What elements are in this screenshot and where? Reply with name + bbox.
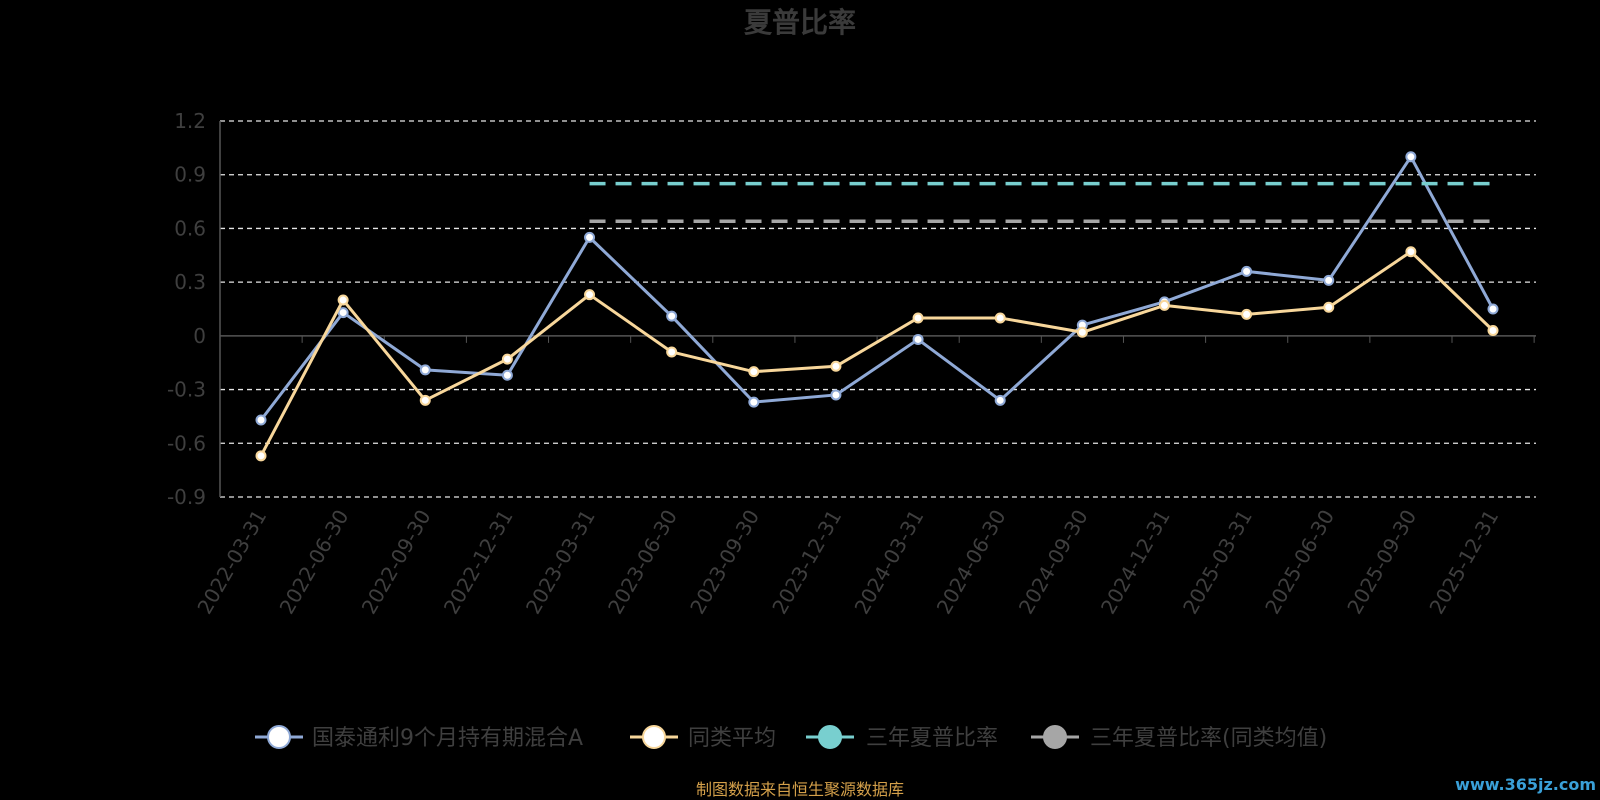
x-tick-label-9: 2024-06-30 bbox=[932, 505, 1011, 618]
y-tick-label-1: 0.9 bbox=[174, 163, 206, 187]
series-1-point-12 bbox=[1241, 308, 1253, 320]
y-tick-labels: 1.2 0.9 0.6 0.3 0 -0.3 -0.6 -0.9 bbox=[167, 109, 206, 509]
series-0-point-6 bbox=[748, 396, 760, 408]
series-0-point-4 bbox=[584, 231, 596, 243]
x-tick-label-12: 2025-03-31 bbox=[1178, 506, 1257, 619]
legend-marker-1 bbox=[642, 725, 666, 749]
legend-label-2: 三年夏普比率 bbox=[866, 726, 998, 751]
legend-marker-2 bbox=[818, 725, 842, 749]
y-tick-label-5: -0.3 bbox=[167, 378, 206, 402]
legend-item-2[interactable]: 三年夏普比率 bbox=[806, 725, 998, 751]
series-1-point-8 bbox=[912, 312, 924, 324]
series-0-point-9 bbox=[994, 394, 1006, 406]
series-0-point-14 bbox=[1405, 151, 1417, 163]
x-tick-label-2: 2022-09-30 bbox=[357, 506, 436, 619]
series-1-point-10 bbox=[1076, 326, 1088, 338]
watermark: www.365jz.com bbox=[1455, 775, 1596, 794]
series-1-point-14 bbox=[1405, 246, 1417, 258]
x-tick-label-10: 2024-09-30 bbox=[1014, 506, 1093, 619]
series-1-point-11 bbox=[1158, 299, 1170, 311]
series-1-point-6 bbox=[748, 366, 760, 378]
legend-item-0[interactable]: 国泰通利9个月持有期混合A bbox=[255, 725, 583, 751]
y-tick-label-4: 0 bbox=[193, 324, 206, 348]
x-tick-labels: 2022-03-31 2022-06-30 2022-09-30 2022-12-31… bbox=[192, 505, 1503, 618]
legend-label-0: 国泰通利9个月持有期混合A bbox=[312, 726, 583, 751]
series-0-point-13 bbox=[1323, 274, 1335, 286]
x-tick-label-14: 2025-09-30 bbox=[1342, 506, 1421, 619]
series-0-point-1 bbox=[337, 307, 349, 319]
series-0-point-12 bbox=[1241, 265, 1253, 277]
y-tick-label-7: -0.9 bbox=[167, 485, 206, 509]
series-layer bbox=[255, 151, 1499, 462]
series-1-point-13 bbox=[1323, 301, 1335, 313]
legend-item-1[interactable]: 同类平均 bbox=[630, 725, 776, 751]
series-line-0 bbox=[259, 155, 1495, 421]
x-tick-label-4: 2023-03-31 bbox=[521, 506, 600, 619]
chart-title: 夏普比率 bbox=[744, 6, 856, 39]
series-1-point-7 bbox=[830, 360, 842, 372]
series-1-point-2 bbox=[419, 394, 431, 406]
series-1-point-4 bbox=[584, 289, 596, 301]
legend-item-3[interactable]: 三年夏普比率(同类均值) bbox=[1031, 725, 1327, 751]
series-line-1 bbox=[259, 250, 1495, 457]
y-tick-label-0: 1.2 bbox=[174, 109, 206, 133]
x-tick-label-6: 2023-09-30 bbox=[685, 506, 764, 619]
series-0-point-3 bbox=[501, 369, 513, 381]
series-0-point-2 bbox=[419, 364, 431, 376]
legend-marker-3 bbox=[1043, 725, 1067, 749]
grid-lines bbox=[220, 120, 1536, 498]
x-tick-label-8: 2024-03-31 bbox=[849, 506, 928, 619]
x-tick-label-1: 2022-06-30 bbox=[275, 506, 354, 619]
y-tick-label-2: 0.6 bbox=[174, 216, 206, 240]
y-tick-label-6: -0.6 bbox=[167, 431, 206, 455]
series-0-point-5 bbox=[666, 310, 678, 322]
series-0-point-8 bbox=[912, 333, 924, 345]
x-tick-label-15: 2025-12-31 bbox=[1424, 506, 1503, 619]
x-tick-label-13: 2025-06-30 bbox=[1260, 506, 1339, 619]
series-1-point-15 bbox=[1487, 324, 1499, 336]
legend-label-1: 同类平均 bbox=[688, 726, 776, 751]
series-0-point-15 bbox=[1487, 303, 1499, 315]
x-tick-label-3: 2022-12-31 bbox=[439, 506, 518, 619]
x-tick-label-5: 2023-06-30 bbox=[603, 506, 682, 619]
legend[interactable]: 国泰通利9个月持有期混合A 同类平均 三年夏普比率 三年夏普比率(同类均值) bbox=[255, 725, 1327, 751]
axes bbox=[219, 121, 1536, 497]
x-tick-label-11: 2024-12-31 bbox=[1096, 506, 1175, 619]
legend-label-3: 三年夏普比率(同类均值) bbox=[1090, 726, 1327, 751]
series-0-point-7 bbox=[830, 389, 842, 401]
series-0-point-0 bbox=[255, 414, 267, 426]
data-source-note: 制图数据来自恒生聚源数据库 bbox=[696, 780, 904, 799]
series-1-point-9 bbox=[994, 312, 1006, 324]
series-1-point-3 bbox=[501, 353, 513, 365]
legend-marker-0 bbox=[267, 725, 291, 749]
x-tick-label-0: 2022-03-31 bbox=[192, 506, 271, 619]
series-1-point-5 bbox=[666, 346, 678, 358]
x-tick-label-7: 2023-12-31 bbox=[767, 506, 846, 619]
series-1-point-0 bbox=[255, 450, 267, 462]
y-tick-label-3: 0.3 bbox=[174, 270, 206, 294]
series-1-point-1 bbox=[337, 294, 349, 306]
